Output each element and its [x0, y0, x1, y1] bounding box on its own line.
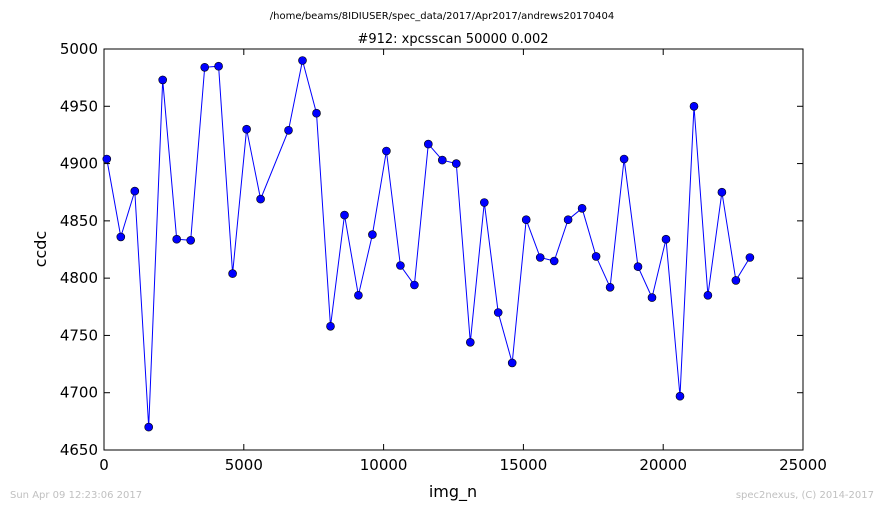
- data-point: [326, 321, 335, 331]
- data-point: [675, 391, 685, 401]
- data-point: [577, 204, 587, 213]
- data-point: [382, 146, 391, 156]
- chart-title: #912: xpcsscan 50000 0.002: [357, 32, 548, 47]
- data-point: [591, 252, 601, 261]
- data-point: [703, 290, 713, 300]
- y-axis-label: ccdc: [31, 231, 50, 268]
- data-point: [563, 215, 573, 224]
- x-tick-label: 0: [99, 456, 109, 474]
- data-point: [242, 124, 251, 134]
- data-point: [102, 154, 112, 164]
- x-tick-label: 10000: [360, 456, 408, 474]
- footer-timestamp: Sun Apr 09 12:23:06 2017: [10, 490, 142, 501]
- data-point: [661, 234, 671, 244]
- y-tick-label: 4700: [60, 384, 98, 402]
- x-axis-label: img_n: [429, 482, 477, 502]
- data-point: [633, 262, 643, 272]
- data-point: [368, 230, 377, 239]
- data-point: [228, 269, 237, 278]
- data-point: [521, 215, 531, 224]
- data-point: [507, 358, 517, 368]
- data-point: [214, 61, 223, 71]
- data-point: [465, 337, 475, 347]
- data-point: [731, 276, 741, 285]
- data-point: [647, 293, 657, 302]
- data-point: [144, 422, 153, 432]
- data-point: [284, 126, 293, 135]
- data-point: [200, 63, 209, 72]
- data-point: [396, 261, 405, 270]
- axis-ticks: 0 5000 10000 15000 20000 25000 4650 4700 4750 480…: [60, 40, 827, 474]
- x-tick-label: 5000: [225, 456, 263, 474]
- x-tick-label: 25000: [779, 456, 827, 474]
- data-point: [479, 198, 489, 207]
- data-point: [256, 194, 265, 204]
- data-point: [493, 308, 503, 317]
- data-point: [116, 232, 126, 242]
- x-tick-label: 20000: [639, 456, 687, 474]
- data-point: [158, 75, 167, 85]
- data-point: [130, 186, 140, 196]
- data-point: [619, 154, 629, 164]
- y-tick-label: 4900: [60, 155, 98, 173]
- data-point: [535, 253, 545, 262]
- x-tick-label: 15000: [500, 456, 548, 474]
- series-line: [106, 60, 751, 428]
- y-tick-label: 4750: [60, 326, 98, 344]
- y-tick-label: 4800: [60, 269, 98, 287]
- data-point: [423, 139, 433, 149]
- data-point: [312, 108, 321, 118]
- data-point: [354, 290, 363, 300]
- data-point: [689, 102, 699, 111]
- y-tick-label: 5000: [60, 40, 98, 58]
- plot-area: [102, 48, 804, 451]
- plot-frame: [103, 48, 804, 451]
- data-point: [172, 234, 181, 244]
- data-point: [717, 187, 727, 197]
- data-point: [340, 210, 349, 220]
- footer-credit: spec2nexus, (C) 2014-2017: [736, 490, 874, 501]
- data-point: [451, 159, 461, 168]
- data-point: [186, 236, 195, 245]
- data-point: [437, 155, 447, 165]
- data-point: [298, 56, 307, 65]
- chart-suptitle: /home/beams/8IDIUSER/spec_data/2017/Apr2…: [270, 11, 614, 22]
- y-tick-label: 4950: [60, 97, 98, 115]
- y-tick-label: 4650: [60, 441, 98, 459]
- data-point: [410, 280, 419, 290]
- data-point: [745, 253, 755, 262]
- data-point: [549, 256, 559, 266]
- y-tick-label: 4850: [60, 212, 98, 230]
- data-point: [605, 282, 615, 292]
